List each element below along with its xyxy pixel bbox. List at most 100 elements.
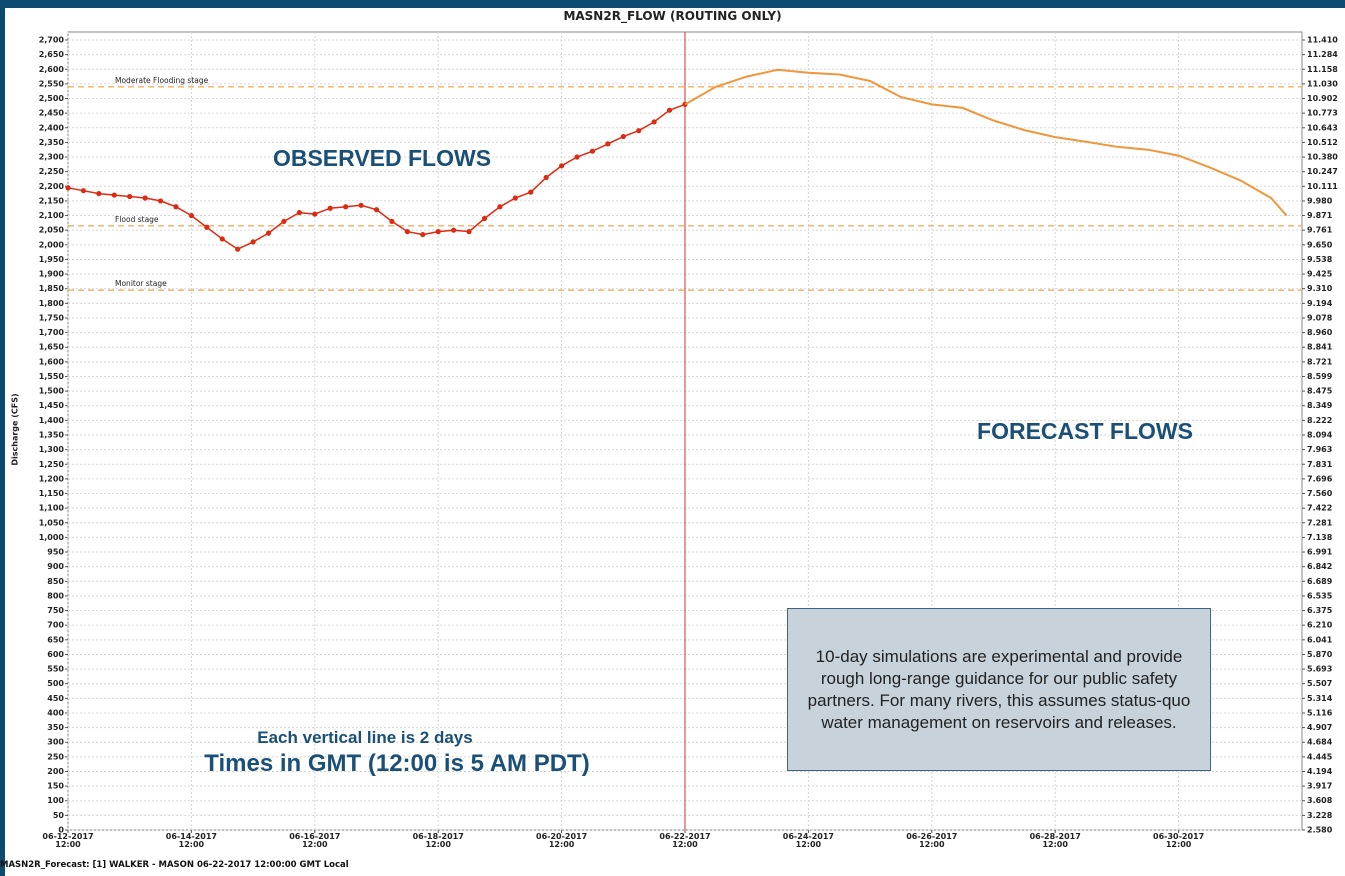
y2-tick-label: 10.380 — [1307, 153, 1338, 162]
y2-tick-label: 9.871 — [1307, 211, 1333, 220]
threshold-label: Flood stage — [115, 215, 159, 224]
y2-tick-label: 3.917 — [1307, 782, 1332, 791]
y-tick-label: 2,350 — [39, 138, 65, 147]
y-tick-label: 150 — [47, 782, 64, 791]
y2-tick-label: 11.158 — [1307, 65, 1338, 74]
annotation: FORECAST FLOWS — [977, 418, 1193, 444]
data-point — [451, 227, 457, 233]
y-tick-label: 1,200 — [39, 474, 65, 483]
y2-tick-label: 6.842 — [1307, 562, 1332, 571]
y2-tick-label: 8.599 — [1307, 372, 1333, 381]
y2-tick-label: 10.902 — [1307, 94, 1338, 103]
y2-tick-label: 7.281 — [1307, 518, 1333, 527]
y2-tick-label: 8.094 — [1307, 431, 1333, 440]
y2-tick-label: 9.650 — [1307, 240, 1333, 249]
y-tick-label: 1,750 — [39, 313, 65, 322]
y2-tick-label: 8.841 — [1307, 343, 1333, 352]
data-point — [605, 141, 611, 147]
note-box: 10-day simulations are experimental and … — [787, 608, 1211, 771]
x-tick-label: 06-12-2017 12:00 — [42, 832, 94, 849]
y-tick-label: 650 — [47, 635, 64, 644]
y-tick-label: 1,550 — [39, 372, 65, 381]
chart-title: MASN2R_FLOW (ROUTING ONLY) — [563, 9, 782, 23]
y-tick-label: 850 — [47, 577, 64, 586]
y2-tick-label: 3.228 — [1307, 811, 1333, 820]
data-point — [528, 189, 534, 195]
y2-tick-label: 4.194 — [1307, 767, 1333, 776]
y-tick-label: 1,150 — [39, 489, 65, 498]
y2-tick-label: 6.991 — [1307, 548, 1333, 557]
y-tick-label: 50 — [53, 811, 65, 820]
x-tick-label: 06-26-2017 12:00 — [906, 832, 958, 849]
y2-tick-label: 7.422 — [1307, 504, 1332, 513]
y2-tick-label: 4.445 — [1307, 752, 1333, 761]
y-tick-label: 550 — [47, 665, 64, 674]
data-point — [358, 202, 364, 208]
y2-tick-label: 8.222 — [1307, 416, 1332, 425]
y2-tick-label: 9.194 — [1307, 299, 1333, 308]
y2-tick-label: 4.684 — [1307, 738, 1333, 747]
x-tick-label: 06-20-2017 12:00 — [536, 832, 588, 849]
y-tick-label: 2,650 — [39, 50, 65, 59]
x-tick-label: 06-30-2017 12:00 — [1153, 832, 1205, 849]
y2-tick-label: 5.314 — [1307, 694, 1333, 703]
y-tick-label: 2,300 — [39, 153, 65, 162]
y2-tick-label: 8.960 — [1307, 328, 1333, 337]
y2-tick-label: 11.284 — [1307, 50, 1338, 59]
data-point — [389, 218, 395, 225]
data-point — [111, 192, 117, 198]
y-tick-label: 700 — [47, 621, 64, 630]
data-point — [80, 188, 87, 194]
y2-tick-label: 9.980 — [1307, 196, 1333, 205]
x-tick-label: 06-24-2017 12:00 — [782, 832, 834, 849]
annotation: OBSERVED FLOWS — [272, 145, 492, 171]
y-tick-label: 2,100 — [39, 211, 65, 220]
y2-tick-label: 6.689 — [1307, 577, 1333, 586]
y2-tick-label: 10.773 — [1307, 109, 1338, 118]
y-tick-label: 250 — [47, 752, 64, 761]
y2-tick-label: 10.111 — [1307, 182, 1338, 191]
data-point — [173, 204, 179, 210]
x-tick-label: 06-14-2017 12:00 — [165, 832, 217, 849]
data-point — [559, 163, 565, 169]
threshold-label: Monitor stage — [115, 279, 167, 288]
y-tick-label: 1,000 — [39, 533, 65, 542]
y2-tick-label: 5.116 — [1307, 708, 1333, 717]
data-point — [651, 119, 657, 125]
y-tick-label: 2,550 — [39, 79, 65, 88]
note-text: 10-day simulations are experimental and … — [807, 646, 1191, 732]
y2-tick-label: 8.721 — [1307, 357, 1333, 366]
y-axis-label: Discharge (CFS) — [10, 393, 20, 466]
y-tick-label: 2,150 — [39, 196, 65, 205]
y2-tick-label: 8.349 — [1307, 401, 1333, 410]
y2-tick-label: 9.310 — [1307, 284, 1333, 293]
data-point — [127, 193, 133, 200]
data-point — [373, 207, 380, 213]
data-point — [435, 229, 441, 235]
data-point — [666, 107, 673, 113]
y2-tick-label: 6.375 — [1307, 606, 1333, 615]
annotation: Each vertical line is 2 days — [257, 728, 473, 747]
x-tick-label: 06-28-2017 12:00 — [1029, 832, 1081, 849]
y-tick-label: 200 — [47, 767, 64, 776]
y-tick-label: 300 — [47, 738, 64, 747]
y-tick-label: 1,250 — [39, 460, 65, 469]
data-point — [589, 148, 596, 154]
y-tick-label: 400 — [47, 708, 64, 717]
y2-tick-label: 10.247 — [1307, 167, 1338, 176]
y2-tick-label: 8.475 — [1307, 387, 1333, 396]
y2-tick-label: 3.608 — [1307, 796, 1333, 805]
data-point — [543, 174, 549, 181]
annotation: Times in GMT (12:00 is 5 AM PDT) — [204, 750, 590, 777]
data-point — [512, 195, 518, 201]
y-tick-label: 2,000 — [39, 240, 65, 249]
data-point — [636, 128, 642, 134]
threshold-label: Moderate Flooding stage — [115, 76, 209, 85]
y-tick-label: 1,050 — [39, 518, 65, 527]
y-tick-label: 100 — [47, 796, 64, 805]
y-tick-label: 600 — [47, 650, 64, 659]
y-tick-label: 500 — [47, 679, 64, 688]
y-tick-label: 1,100 — [39, 504, 65, 513]
y2-tick-label: 2.580 — [1307, 826, 1333, 835]
